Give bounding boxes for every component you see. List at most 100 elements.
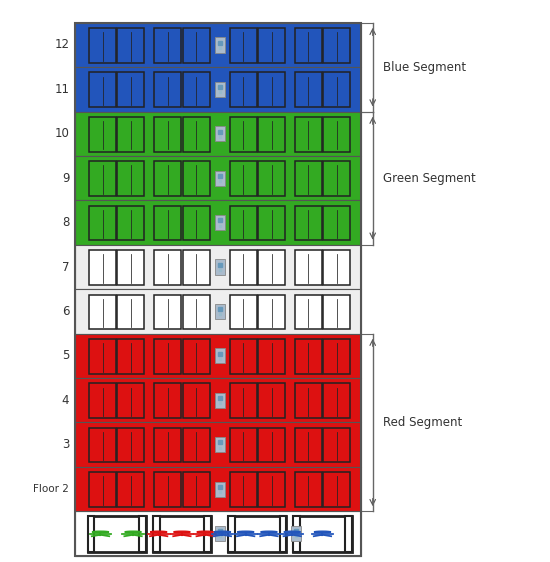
Text: Floor 2: Floor 2 <box>34 484 69 494</box>
Bar <box>75 201 361 245</box>
Text: 5: 5 <box>62 350 69 362</box>
Bar <box>230 339 257 374</box>
Bar <box>295 161 322 196</box>
Circle shape <box>197 531 213 533</box>
Bar <box>154 428 182 463</box>
Bar <box>89 72 116 107</box>
Bar <box>323 28 350 63</box>
Bar <box>183 250 210 285</box>
Bar <box>258 339 285 374</box>
Bar <box>154 28 182 63</box>
Bar <box>230 294 257 329</box>
Text: 8: 8 <box>62 216 69 229</box>
Bar <box>215 304 226 319</box>
Bar <box>345 516 351 552</box>
Text: Blue Segment: Blue Segment <box>383 61 466 74</box>
Bar <box>323 339 350 374</box>
Bar <box>89 428 116 463</box>
Bar <box>215 260 226 275</box>
Bar <box>89 250 116 285</box>
Bar <box>87 516 146 552</box>
Bar <box>230 472 257 507</box>
Bar <box>258 117 285 152</box>
Bar <box>183 472 210 507</box>
Bar <box>215 82 226 97</box>
Bar <box>89 472 116 507</box>
Bar <box>75 112 361 156</box>
Bar <box>118 72 145 107</box>
Bar <box>323 472 350 507</box>
Bar <box>154 161 182 196</box>
Bar <box>89 28 116 63</box>
Bar <box>215 215 226 230</box>
Bar <box>258 383 285 418</box>
Circle shape <box>238 531 254 533</box>
Bar <box>215 526 226 541</box>
Bar <box>183 339 210 374</box>
Circle shape <box>150 531 167 533</box>
Bar <box>183 117 210 152</box>
Bar <box>230 117 257 152</box>
Bar <box>295 339 322 374</box>
Text: Green Segment: Green Segment <box>383 172 476 185</box>
Bar <box>154 383 182 418</box>
Bar <box>215 171 226 186</box>
Bar <box>215 348 226 364</box>
Bar <box>89 117 116 152</box>
Bar <box>230 161 257 196</box>
Bar <box>75 423 361 467</box>
Bar <box>290 526 301 541</box>
Bar <box>89 339 116 374</box>
Bar <box>230 72 257 107</box>
Text: 11: 11 <box>54 83 69 96</box>
Bar <box>118 161 145 196</box>
Bar <box>258 294 285 329</box>
Bar <box>295 428 322 463</box>
Bar <box>258 472 285 507</box>
Bar <box>323 294 350 329</box>
Bar <box>295 472 322 507</box>
Bar <box>75 378 361 423</box>
Bar <box>323 383 350 418</box>
Bar <box>183 161 210 196</box>
Bar <box>215 437 226 452</box>
Bar <box>154 206 182 241</box>
Bar <box>228 516 287 552</box>
Bar <box>295 383 322 418</box>
Text: 10: 10 <box>54 127 69 140</box>
Bar <box>293 516 351 552</box>
Circle shape <box>314 531 331 533</box>
Bar <box>75 67 361 112</box>
Text: 6: 6 <box>62 305 69 318</box>
Bar <box>258 428 285 463</box>
Bar <box>258 28 285 63</box>
Bar <box>118 339 145 374</box>
Bar <box>118 117 145 152</box>
Bar <box>230 28 257 63</box>
Bar <box>215 482 226 497</box>
Bar <box>75 467 361 511</box>
Circle shape <box>92 531 109 533</box>
Bar <box>154 72 182 107</box>
Bar <box>323 206 350 241</box>
Bar <box>75 23 361 67</box>
Bar <box>323 161 350 196</box>
Bar <box>75 511 361 556</box>
Bar <box>89 294 116 329</box>
Bar <box>75 289 361 334</box>
Bar <box>139 516 146 552</box>
Bar <box>154 294 182 329</box>
Bar <box>230 206 257 241</box>
Bar <box>204 516 211 552</box>
Bar <box>323 72 350 107</box>
Text: 4: 4 <box>62 394 69 407</box>
Circle shape <box>174 531 190 533</box>
Bar <box>215 126 226 141</box>
Bar <box>293 516 300 552</box>
Circle shape <box>284 531 300 533</box>
Bar <box>118 472 145 507</box>
Bar <box>118 206 145 241</box>
Bar <box>295 72 322 107</box>
Bar <box>258 161 285 196</box>
Bar <box>228 516 235 552</box>
